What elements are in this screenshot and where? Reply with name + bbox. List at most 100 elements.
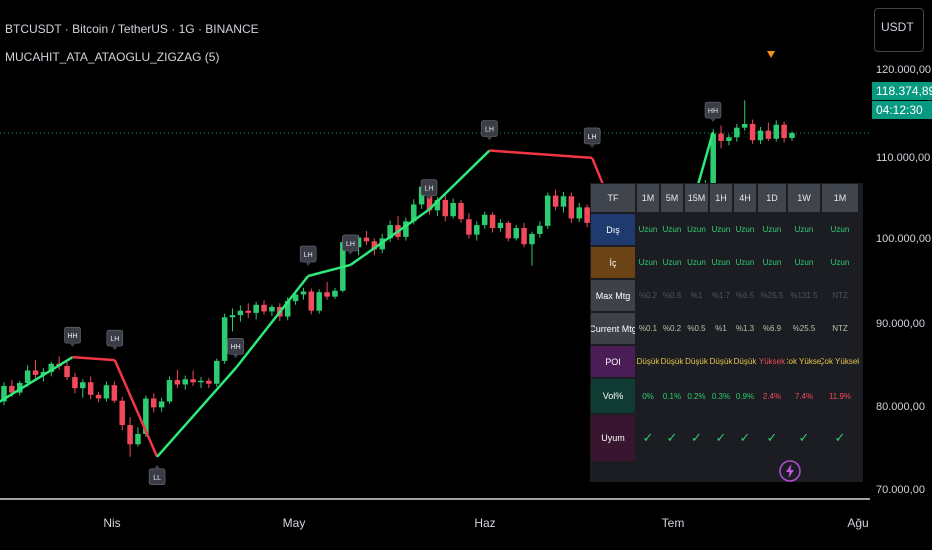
candle xyxy=(292,292,299,305)
svg-text:LH: LH xyxy=(304,252,313,259)
table-cell: Uzun xyxy=(662,258,682,267)
candle xyxy=(474,221,480,241)
price-tick: 90.000,00 xyxy=(876,318,925,330)
table-cell: %25.5 xyxy=(792,324,816,333)
zigzag-segment xyxy=(428,149,491,211)
candle xyxy=(497,219,504,232)
candle xyxy=(221,313,228,364)
swing-label: HH xyxy=(227,337,244,359)
table-cell: %1 xyxy=(690,291,703,300)
table-header: 1M xyxy=(636,183,660,213)
svg-text:LH: LH xyxy=(588,134,597,141)
table-cell: Düşük xyxy=(709,357,733,366)
swing-label: LL xyxy=(148,464,166,486)
table-cell: %0.2 xyxy=(638,291,658,300)
table-row-label: Max Mtg xyxy=(590,279,636,312)
table-cell: %1 xyxy=(715,324,727,333)
table-cell: ✓ xyxy=(691,430,702,445)
table-cell: Çok Yüksek xyxy=(821,357,859,366)
candle xyxy=(87,376,94,400)
table-cell: %25.5 xyxy=(760,291,784,300)
swing-label: HH xyxy=(64,326,81,348)
table-cell: Uzun xyxy=(687,258,706,267)
table-cell: Uzun xyxy=(762,225,782,234)
table-cell: ✓ xyxy=(766,430,778,445)
candle xyxy=(568,192,575,223)
table-cell: Uzun xyxy=(794,258,814,267)
table-cell: ✓ xyxy=(834,430,846,445)
table-cell: Uzun xyxy=(711,225,731,234)
price-tick: 80.000,00 xyxy=(876,401,925,413)
candle xyxy=(403,217,409,241)
zigzag-segment xyxy=(72,355,115,362)
candle xyxy=(718,125,724,149)
table-cell: 0.1% xyxy=(662,391,682,401)
table-cell: %0.1 xyxy=(638,324,658,333)
table-header: 4H xyxy=(733,183,757,213)
table-row-label: POI xyxy=(590,345,636,378)
zigzag-segment xyxy=(234,275,310,370)
candle xyxy=(174,369,181,389)
svg-text:HH: HH xyxy=(67,333,77,340)
table-header: 1D xyxy=(757,183,787,213)
candle xyxy=(544,192,551,229)
indicator-legend[interactable]: MUCAHIT_ATA_ATAOGLU_ZIGZAG (5) xyxy=(5,50,220,64)
swing-label: LH xyxy=(342,234,359,255)
table-cell: 0.3% xyxy=(711,391,731,401)
candle xyxy=(150,393,157,413)
svg-text:LL: LL xyxy=(153,475,161,482)
table-header: TF xyxy=(590,183,636,213)
table-cell: Uzun xyxy=(711,258,731,267)
swing-label: LH xyxy=(583,127,601,148)
candle xyxy=(308,288,315,315)
candle xyxy=(710,129,716,187)
table-cell: ✓ xyxy=(642,430,654,445)
swing-label: HH xyxy=(704,101,722,123)
candle xyxy=(395,216,401,240)
candle xyxy=(513,225,519,241)
multi-timeframe-table: TF 1M 5M 15M 1H 4H 1D 1W 1M Dış Uzun Uzun Uzun Uzun Uz… xyxy=(590,183,863,482)
candle xyxy=(489,212,496,233)
candle xyxy=(229,308,236,332)
candle xyxy=(95,391,102,403)
candle xyxy=(206,377,212,389)
candle xyxy=(332,287,338,299)
table-cell: Uzun xyxy=(735,258,755,267)
candle xyxy=(190,370,196,386)
table-cell: 11.9% xyxy=(828,391,852,401)
current-price-label: 118.374,89 xyxy=(872,82,932,100)
candle xyxy=(269,304,275,316)
table-cell: Uzun xyxy=(830,225,850,234)
table-cell: NTZ xyxy=(832,324,848,333)
candle xyxy=(734,123,740,142)
candle xyxy=(237,305,244,322)
swing-label: LH xyxy=(420,179,438,200)
table-cell: 7.4% xyxy=(794,391,814,401)
candle xyxy=(749,119,756,144)
candle xyxy=(64,360,70,381)
svg-text:LH: LH xyxy=(485,127,494,134)
candle xyxy=(32,360,39,379)
candle xyxy=(560,191,567,213)
bar-countdown: 04:12:30 xyxy=(872,101,932,119)
candle xyxy=(363,230,370,246)
candle xyxy=(127,416,133,457)
candle xyxy=(158,397,165,412)
candle xyxy=(300,287,307,300)
svg-text:LH: LH xyxy=(110,336,119,343)
candle xyxy=(765,122,772,141)
currency-button[interactable]: USDT xyxy=(874,8,924,52)
table-header: 15M xyxy=(684,183,709,213)
table-cell: ✓ xyxy=(798,430,810,445)
table-cell: %0.8 xyxy=(662,291,682,300)
candle xyxy=(552,189,559,211)
lightning-icon[interactable] xyxy=(779,460,801,482)
price-tick: 110.000,00 xyxy=(876,152,931,164)
symbol-title[interactable]: BTCUSDT · Bitcoin / TetherUS · 1G · BINA… xyxy=(5,22,259,36)
table-cell: Düşük xyxy=(660,357,684,366)
table-header: 5M xyxy=(660,183,684,213)
table-header: 1M xyxy=(821,183,859,213)
table-cell: Uzun xyxy=(830,258,850,267)
price-tick: 70.000,00 xyxy=(876,484,925,496)
table-cell: Uzun xyxy=(794,225,814,234)
